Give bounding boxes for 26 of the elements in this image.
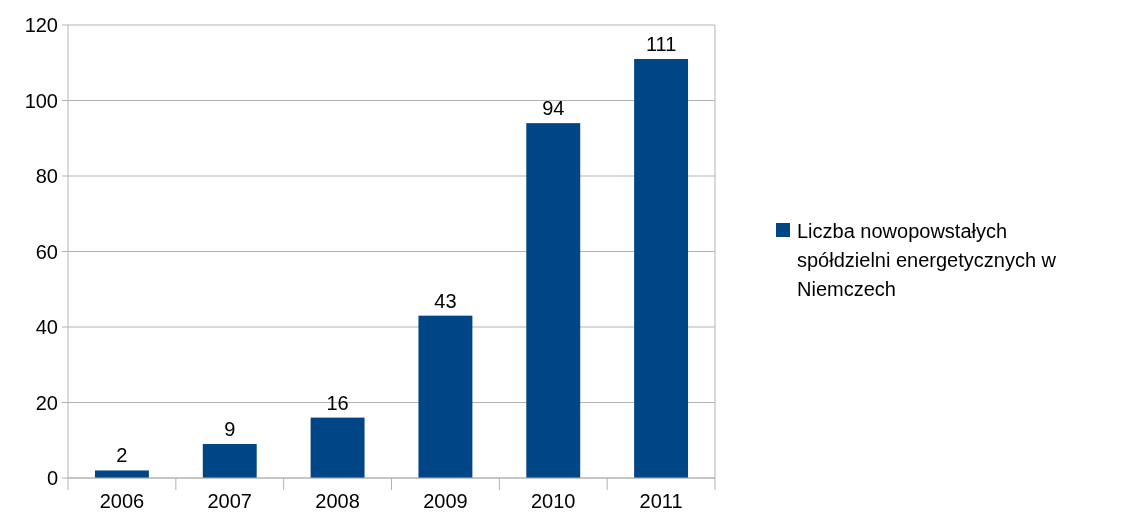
x-tick-label: 2006 bbox=[99, 490, 145, 512]
y-tick-label: 80 bbox=[35, 165, 58, 187]
bar bbox=[634, 58, 689, 478]
x-tick-label: 2009 bbox=[423, 490, 468, 512]
x-tick-label: 2007 bbox=[207, 490, 252, 512]
y-tick-label: 40 bbox=[35, 316, 58, 338]
y-tick-label: 20 bbox=[35, 391, 58, 414]
y-tick-label: 120 bbox=[24, 14, 58, 36]
y-tick-label: 100 bbox=[24, 89, 58, 112]
legend-label: Liczba nowopowstałych spółdzielni energetycznych w Niemczech bbox=[797, 220, 1057, 300]
bar bbox=[202, 444, 257, 478]
data-label: 9 bbox=[224, 418, 236, 441]
bar bbox=[418, 315, 473, 478]
x-tick-label: 2008 bbox=[315, 490, 360, 512]
x-tick-label: 2010 bbox=[531, 490, 576, 512]
data-label: 94 bbox=[542, 97, 565, 120]
data-label: 2 bbox=[116, 444, 128, 467]
bar bbox=[310, 417, 365, 478]
data-label: 43 bbox=[434, 289, 457, 312]
y-tick-label: 60 bbox=[35, 240, 58, 263]
x-tick-label: 2011 bbox=[639, 490, 683, 512]
y-tick-label: 0 bbox=[46, 467, 58, 489]
bar bbox=[526, 123, 581, 478]
bar bbox=[94, 470, 149, 478]
data-label: 111 bbox=[645, 32, 677, 55]
data-label: 16 bbox=[326, 391, 349, 414]
